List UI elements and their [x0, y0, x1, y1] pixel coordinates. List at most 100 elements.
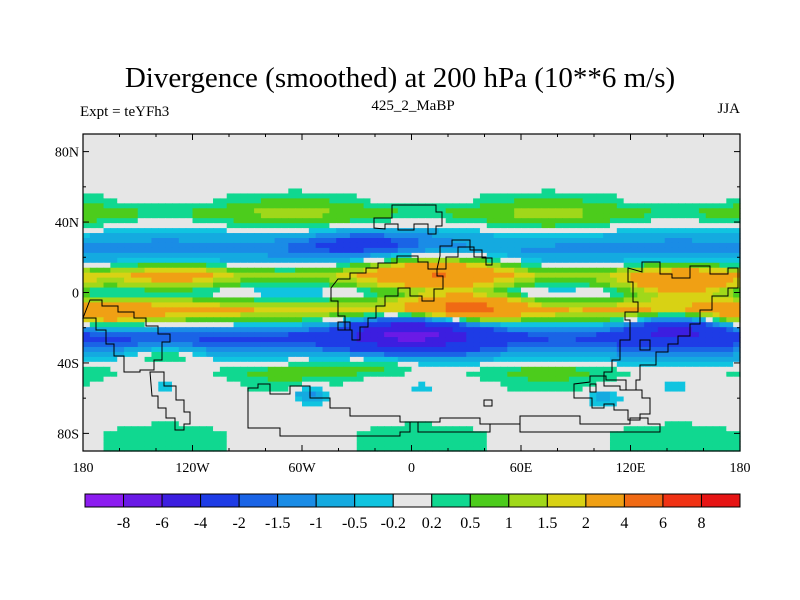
field-cell	[493, 193, 502, 199]
field-cell	[130, 302, 139, 308]
field-cell	[637, 287, 645, 294]
field-cell	[534, 356, 543, 363]
field-cell	[473, 233, 481, 239]
field-cell	[226, 242, 235, 249]
field-cell	[213, 223, 221, 229]
field-cell	[322, 287, 330, 294]
field-cell	[397, 366, 406, 373]
field-cell	[692, 277, 700, 284]
field-cell	[274, 228, 283, 234]
field-cell	[185, 346, 194, 353]
field-cell	[349, 178, 358, 185]
field-cell	[267, 312, 276, 318]
field-cell	[507, 307, 515, 313]
field-cell	[712, 317, 721, 323]
field-cell	[288, 178, 296, 185]
field-cell	[288, 203, 296, 209]
field-cell	[254, 242, 262, 249]
field-cell	[507, 148, 515, 155]
field-cell	[486, 381, 495, 388]
field-cell	[473, 346, 481, 353]
field-cell	[322, 247, 330, 254]
field-cell	[568, 262, 577, 269]
field-cell	[603, 342, 611, 348]
field-cell	[260, 307, 269, 313]
field-cell	[219, 327, 228, 333]
field-cell	[609, 247, 618, 254]
field-cell	[466, 371, 474, 378]
field-cell	[124, 327, 132, 333]
field-cell	[165, 361, 173, 368]
field-cell	[596, 208, 604, 214]
field-cell	[555, 163, 563, 170]
field-cell	[432, 346, 440, 353]
field-cell	[609, 262, 618, 269]
field-cell	[623, 158, 632, 165]
field-cell	[185, 287, 194, 294]
field-cell	[130, 342, 139, 348]
field-cell	[486, 272, 495, 279]
field-cell	[219, 148, 228, 155]
field-cell	[555, 213, 563, 219]
field-cell	[411, 233, 419, 239]
field-cell	[213, 272, 221, 279]
field-cell	[657, 327, 666, 333]
field-cell	[514, 203, 522, 209]
field-cell	[356, 376, 365, 383]
field-cell	[397, 307, 406, 313]
field-cell	[165, 223, 173, 229]
field-cell	[260, 356, 269, 363]
field-cell	[425, 351, 433, 358]
field-cell	[267, 252, 276, 259]
field-cell	[171, 138, 180, 145]
field-cell	[733, 307, 741, 313]
field-cell	[425, 173, 433, 180]
field-cell	[438, 366, 447, 373]
field-cell	[562, 233, 570, 239]
field-cell	[343, 262, 351, 269]
field-cell	[521, 153, 529, 160]
field-cell	[486, 247, 495, 254]
field-cell	[445, 317, 454, 323]
field-cell	[343, 366, 351, 373]
field-cell	[733, 332, 741, 338]
field-cell	[213, 312, 221, 318]
field-cell	[637, 351, 645, 358]
field-cell	[541, 277, 549, 284]
field-cell	[486, 351, 495, 358]
field-cell	[534, 297, 543, 303]
field-cell	[425, 153, 433, 160]
field-cell	[260, 183, 269, 190]
field-cell	[445, 148, 454, 155]
field-cell	[685, 183, 693, 190]
field-cell	[657, 317, 666, 323]
field-cell	[575, 223, 584, 229]
field-cell	[349, 134, 358, 140]
field-cell	[630, 247, 638, 254]
field-cell	[418, 361, 426, 368]
field-cell	[295, 247, 303, 254]
field-cell	[363, 292, 372, 299]
field-cell	[411, 183, 419, 190]
field-cell	[295, 337, 303, 343]
field-cell	[473, 218, 481, 224]
field-cell	[527, 183, 536, 190]
field-cell	[192, 376, 200, 383]
field-cell	[603, 163, 611, 170]
field-cell	[514, 317, 522, 323]
field-cell	[254, 218, 262, 224]
field-cell	[185, 218, 194, 224]
field-cell	[452, 228, 460, 234]
field-cell	[130, 272, 139, 279]
field-cell	[288, 277, 296, 284]
field-cell	[664, 292, 673, 299]
field-cell	[664, 158, 673, 165]
field-cell	[178, 208, 187, 214]
field-cell	[315, 228, 324, 234]
field-cell	[322, 228, 330, 234]
field-cell	[295, 223, 303, 229]
field-cell	[178, 158, 187, 165]
field-cell	[705, 242, 714, 249]
field-cell	[110, 168, 118, 175]
field-cell	[349, 213, 358, 219]
